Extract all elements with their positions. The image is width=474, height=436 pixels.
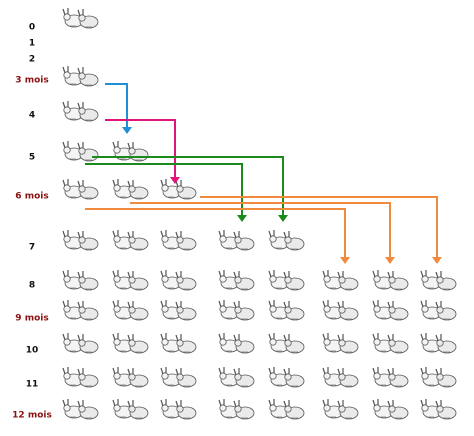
month-label: 1: [29, 39, 35, 49]
rabbit-pair: [322, 299, 359, 321]
rabbit-pair: [420, 366, 457, 388]
month-label: 12 mois: [12, 411, 52, 421]
month-label: 4: [29, 111, 35, 121]
month-label: 6 mois: [15, 192, 48, 202]
rabbit-pair: [160, 332, 197, 354]
month-labels: 0 1 2 3 mois 4 5 6 mois 7 8 9 mois 10 11 12 mois: [12, 23, 52, 421]
rabbit-pair: [112, 332, 149, 354]
month-label: 2: [29, 55, 35, 65]
arrow: [200, 196, 438, 260]
rabbit-pair: [268, 269, 305, 291]
rabbit-pair: [420, 398, 457, 420]
month-label: 0: [29, 23, 35, 33]
rabbit-pair: [420, 332, 457, 354]
month-label: 7: [29, 243, 35, 253]
rabbit-pair: [160, 229, 197, 251]
rabbit-pair: [62, 366, 99, 388]
rabbit-pair: [268, 299, 305, 321]
rabbit-pair: [268, 366, 305, 388]
rabbit-pair: [62, 65, 99, 87]
rabbit-pair: [268, 332, 305, 354]
arrow: [105, 83, 128, 130]
arrow: [130, 202, 391, 260]
rabbit-pair: [62, 178, 99, 200]
rabbit-pair: [112, 299, 149, 321]
rabbit-pair: [372, 299, 409, 321]
rabbit-pair: [62, 269, 99, 291]
rabbit-pair: [218, 229, 255, 251]
month-label: 9 mois: [15, 314, 48, 324]
rabbit-pair: [62, 100, 99, 122]
arrows: [85, 83, 442, 264]
rabbit-pair: [420, 299, 457, 321]
arrow: [85, 208, 346, 260]
rabbit-pair: [160, 366, 197, 388]
rabbit-pair: [218, 398, 255, 420]
rabbit-pair: [218, 299, 255, 321]
rabbit-pair: [218, 332, 255, 354]
rabbit-pair: [160, 299, 197, 321]
rabbit-pair: [372, 269, 409, 291]
rabbit-pair: [372, 398, 409, 420]
month-label: 5: [29, 153, 35, 163]
rabbit-pair: [322, 366, 359, 388]
rabbit-pair: [322, 398, 359, 420]
rabbit-pair: [160, 398, 197, 420]
rabbit-pair: [62, 7, 99, 29]
month-label: 8: [29, 281, 35, 291]
rabbit-pair: [160, 178, 197, 200]
rabbit-pair: [62, 332, 99, 354]
rabbit-pair: [112, 229, 149, 251]
rabbit-pair: [112, 366, 149, 388]
rabbit-pair: [420, 269, 457, 291]
month-label: 11: [26, 380, 39, 390]
arrow: [85, 163, 243, 218]
rabbit-pair: [112, 269, 149, 291]
rabbit-pair: [218, 269, 255, 291]
rabbit-icons: [62, 7, 457, 420]
rabbit-pair: [372, 366, 409, 388]
arrow: [105, 119, 176, 180]
rabbit-pair: [112, 178, 149, 200]
rabbit-pair: [218, 366, 255, 388]
rabbit-pair: [62, 229, 99, 251]
rabbit-pair: [62, 299, 99, 321]
rabbit-pair: [322, 332, 359, 354]
rabbit-pair: [372, 332, 409, 354]
rabbit-pair: [268, 398, 305, 420]
month-label: 3 mois: [15, 76, 48, 86]
month-label: 10: [26, 346, 39, 356]
rabbit-pair: [62, 398, 99, 420]
rabbit-pair: [112, 398, 149, 420]
rabbit-pair: [160, 269, 197, 291]
rabbit-pair: [268, 229, 305, 251]
rabbit-pair: [322, 269, 359, 291]
